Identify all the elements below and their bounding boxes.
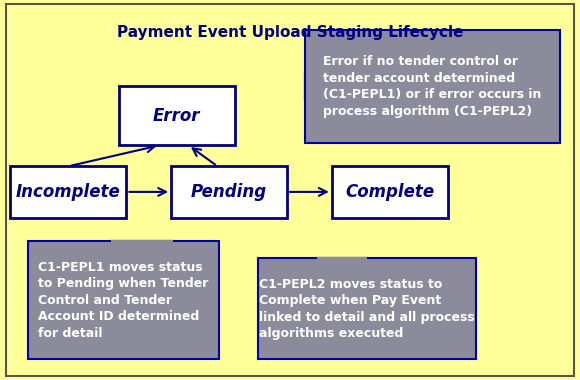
Text: Pending: Pending (191, 183, 267, 201)
Text: Incomplete: Incomplete (16, 183, 121, 201)
FancyBboxPatch shape (317, 257, 367, 260)
Text: Error: Error (153, 107, 201, 125)
FancyBboxPatch shape (332, 166, 448, 217)
FancyBboxPatch shape (304, 30, 560, 142)
FancyBboxPatch shape (28, 241, 219, 359)
Text: C1-PEPL1 moves status
to Pending when Tender
Control and Tender
Account ID deter: C1-PEPL1 moves status to Pending when Te… (38, 261, 209, 340)
FancyBboxPatch shape (10, 166, 126, 217)
Text: Error if no tender control or
tender account determined
(C1-PEPL1) or if error o: Error if no tender control or tender acc… (323, 55, 541, 118)
FancyBboxPatch shape (111, 240, 173, 243)
Text: Complete: Complete (345, 183, 434, 201)
Text: Payment Event Upload Staging Lifecycle: Payment Event Upload Staging Lifecycle (117, 25, 463, 40)
FancyBboxPatch shape (171, 166, 287, 217)
Text: C1-PEPL2 moves status to
Complete when Pay Event
linked to detail and all proces: C1-PEPL2 moves status to Complete when P… (259, 277, 474, 340)
FancyBboxPatch shape (119, 87, 235, 146)
FancyBboxPatch shape (258, 258, 476, 359)
